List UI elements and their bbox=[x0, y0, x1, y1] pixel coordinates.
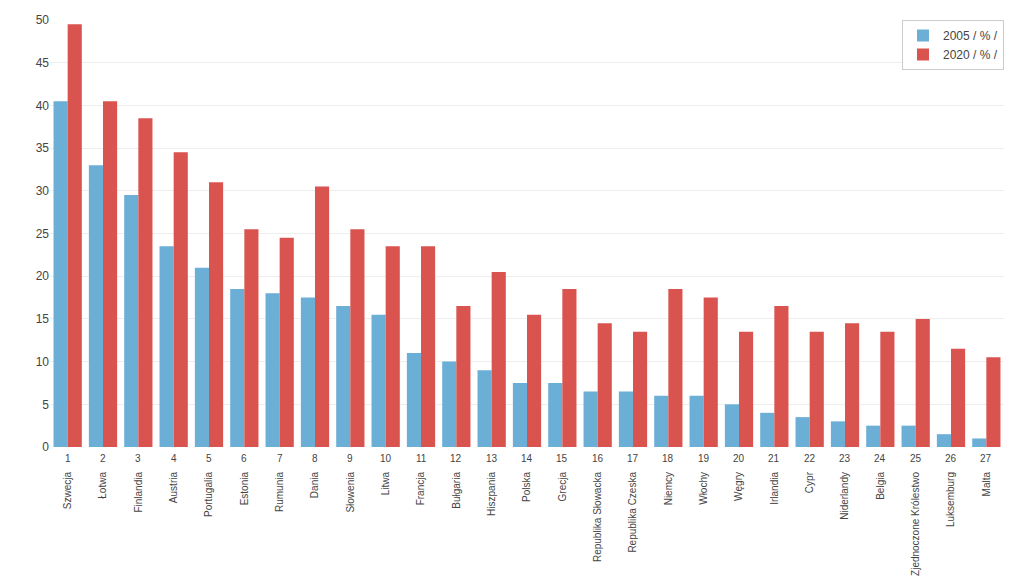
svg-text:15: 15 bbox=[556, 453, 568, 464]
svg-text:Luksemburg: Luksemburg bbox=[945, 472, 956, 527]
svg-text:Polska: Polska bbox=[521, 472, 532, 502]
svg-text:Grecja: Grecja bbox=[557, 472, 568, 502]
svg-text:Cypr: Cypr bbox=[804, 471, 815, 493]
svg-text:5: 5 bbox=[206, 453, 212, 464]
svg-text:10: 10 bbox=[36, 355, 50, 369]
svg-text:Hiszpania: Hiszpania bbox=[486, 472, 497, 516]
svg-text:Włochy: Włochy bbox=[698, 472, 709, 505]
svg-text:25: 25 bbox=[910, 453, 922, 464]
svg-text:40: 40 bbox=[36, 99, 50, 113]
svg-text:0: 0 bbox=[42, 440, 49, 454]
svg-text:Irlandia: Irlandia bbox=[769, 472, 780, 505]
svg-text:Litwa: Litwa bbox=[380, 472, 391, 496]
svg-text:Malta: Malta bbox=[981, 472, 992, 497]
svg-text:20: 20 bbox=[36, 269, 50, 283]
svg-text:9: 9 bbox=[347, 453, 353, 464]
svg-text:Austria: Austria bbox=[168, 472, 179, 504]
svg-text:45: 45 bbox=[36, 56, 50, 70]
svg-text:22: 22 bbox=[804, 453, 816, 464]
svg-text:18: 18 bbox=[662, 453, 674, 464]
svg-text:13: 13 bbox=[486, 453, 498, 464]
svg-text:8: 8 bbox=[312, 453, 318, 464]
svg-text:Portugalia: Portugalia bbox=[203, 472, 214, 517]
svg-text:Finlandia: Finlandia bbox=[133, 472, 144, 513]
svg-text:30: 30 bbox=[36, 184, 50, 198]
svg-text:Zjednoczone Królestwo: Zjednoczone Królestwo bbox=[910, 472, 921, 576]
svg-text:1: 1 bbox=[65, 453, 71, 464]
svg-text:Słowenia: Słowenia bbox=[345, 472, 356, 513]
svg-text:Niderlandy: Niderlandy bbox=[839, 472, 850, 520]
svg-text:6: 6 bbox=[241, 453, 247, 464]
svg-text:21: 21 bbox=[768, 453, 780, 464]
svg-text:Estonia: Estonia bbox=[239, 472, 250, 506]
svg-text:Belgia: Belgia bbox=[875, 472, 886, 500]
svg-text:14: 14 bbox=[521, 453, 533, 464]
svg-text:15: 15 bbox=[36, 312, 50, 326]
svg-text:Rumunia: Rumunia bbox=[274, 472, 285, 512]
svg-text:11: 11 bbox=[416, 453, 427, 464]
svg-text:24: 24 bbox=[874, 453, 886, 464]
svg-text:Węgry: Węgry bbox=[733, 472, 744, 501]
svg-text:5: 5 bbox=[42, 398, 49, 412]
svg-text:23: 23 bbox=[839, 453, 851, 464]
svg-text:50: 50 bbox=[36, 13, 50, 27]
svg-text:35: 35 bbox=[36, 141, 50, 155]
svg-text:7: 7 bbox=[277, 453, 283, 464]
svg-text:Niemcy: Niemcy bbox=[663, 472, 674, 505]
svg-text:27: 27 bbox=[980, 453, 992, 464]
svg-text:17: 17 bbox=[627, 453, 639, 464]
svg-text:20: 20 bbox=[733, 453, 745, 464]
svg-text:2005 / % /: 2005 / % / bbox=[943, 29, 998, 43]
svg-text:2020 / % /: 2020 / % / bbox=[943, 48, 998, 62]
svg-text:10: 10 bbox=[380, 453, 392, 464]
svg-text:2: 2 bbox=[100, 453, 106, 464]
svg-text:25: 25 bbox=[36, 227, 50, 241]
svg-text:19: 19 bbox=[698, 453, 710, 464]
svg-text:Republika Czeska: Republika Czeska bbox=[627, 472, 638, 553]
svg-text:26: 26 bbox=[945, 453, 957, 464]
svg-text:3: 3 bbox=[135, 453, 141, 464]
svg-text:Szwecja: Szwecja bbox=[62, 472, 73, 510]
svg-text:16: 16 bbox=[592, 453, 604, 464]
svg-text:Dania: Dania bbox=[309, 472, 320, 499]
svg-text:Republika Słowacka: Republika Słowacka bbox=[592, 472, 603, 562]
svg-text:Francja: Francja bbox=[415, 472, 426, 506]
svg-text:12: 12 bbox=[450, 453, 462, 464]
svg-text:Łotwa: Łotwa bbox=[97, 472, 108, 499]
svg-text:Bułgaria: Bułgaria bbox=[451, 472, 462, 509]
svg-text:4: 4 bbox=[171, 453, 177, 464]
